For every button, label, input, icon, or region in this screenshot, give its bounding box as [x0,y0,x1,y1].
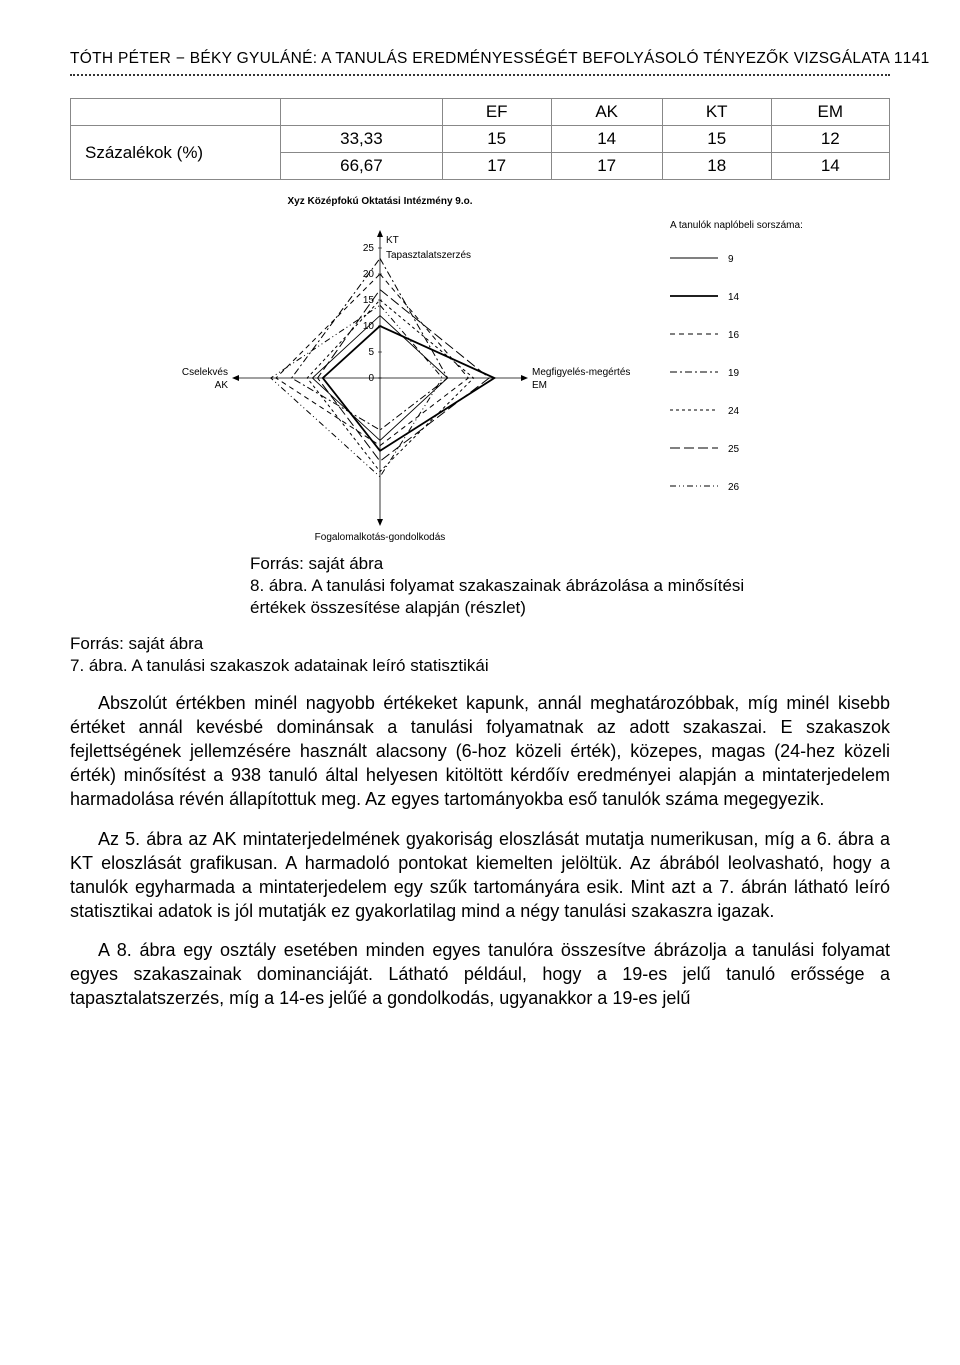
paragraph: Abszolút értékben minél nagyobb értékeke… [70,692,890,812]
cell: 66,67 [281,153,443,180]
svg-text:A tanulók naplóbeli sorszáma:: A tanulók naplóbeli sorszáma: [670,220,803,231]
svg-text:Fogalomalkotás-gondolkodás: Fogalomalkotás-gondolkodás [315,532,446,543]
svg-text:5: 5 [368,347,374,358]
para-text: Az 5. ábra az AK mintaterjedelmének gyak… [70,829,890,921]
cell: 14 [771,153,889,180]
svg-text:19: 19 [728,368,740,379]
svg-text:Cselekvés: Cselekvés [182,367,228,378]
paragraph: A 8. ábra egy osztály esetében minden eg… [70,939,890,1011]
outer-source: Forrás: saját ábra [70,634,890,654]
percent-table: EF AK KT EM Százalékok (%) 33,33 15 14 1… [70,98,890,180]
cell: 17 [442,153,551,180]
inner-source: Forrás: saját ábra [250,554,890,574]
cell: 15 [662,126,771,153]
col-subhead [281,99,443,126]
cell: 33,33 [281,126,443,153]
header-title: TÓTH PÉTER − BÉKY GYULÁNÉ: A TANULÁS ERE… [70,50,903,68]
svg-text:0: 0 [368,373,374,384]
svg-text:EM: EM [532,380,547,391]
col-kt: KT [662,99,771,126]
svg-text:AK: AK [215,380,229,391]
svg-text:14: 14 [728,292,740,303]
paragraph: Az 5. ábra az AK mintaterjedelmének gyak… [70,828,890,924]
radar-svg: Xyz Középfokú Oktatási Intézmény 9.o. 0 5 1… [100,188,860,548]
cell: 12 [771,126,889,153]
svg-text:Tapasztalatszerzés: Tapasztalatszerzés [386,250,471,261]
svg-text:25: 25 [728,444,740,455]
cell: 18 [662,153,771,180]
svg-text:25: 25 [363,243,375,254]
header-divider [70,74,890,76]
cell: 15 [442,126,551,153]
cell: 17 [551,153,662,180]
radar-chart: Xyz Középfokú Oktatási Intézmény 9.o. 0 5 1… [70,188,890,548]
cell: 14 [551,126,662,153]
svg-text:KT: KT [386,235,399,246]
svg-text:9: 9 [728,254,734,265]
svg-text:Megfigyelés-megértés: Megfigyelés-megértés [532,367,630,378]
col-ak: AK [551,99,662,126]
figure8-caption-a: 8. ábra. A tanulási folyamat szakaszaina… [250,576,890,596]
col-ef: EF [442,99,551,126]
para-text: Abszolút értékben minél nagyobb értékeke… [70,693,890,809]
table-header-row: EF AK KT EM [71,99,890,126]
svg-text:26: 26 [728,482,740,493]
svg-text:Xyz Középfokú Oktatási Intézmé: Xyz Középfokú Oktatási Intézmény 9.o. [287,196,472,207]
row-label: Százalékok (%) [71,126,281,180]
table-row: Százalékok (%) 33,33 15 14 15 12 [71,126,890,153]
figure7-caption: 7. ábra. A tanulási szakaszok adatainak … [70,656,890,676]
figure8-caption-b: értékek összesítése alapján (részlet) [250,598,890,618]
svg-text:16: 16 [728,330,740,341]
table-blank-cell [71,99,281,126]
col-em: EM [771,99,889,126]
running-head: TÓTH PÉTER − BÉKY GYULÁNÉ: A TANULÁS ERE… [70,50,890,68]
page-number: 141 [903,50,930,68]
para-text: A 8. ábra egy osztály esetében minden eg… [70,940,890,1008]
svg-text:24: 24 [728,406,740,417]
